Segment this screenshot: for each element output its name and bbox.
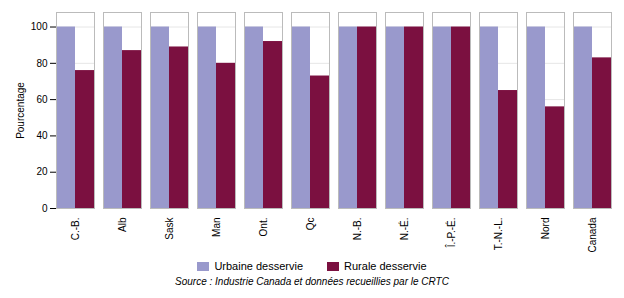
svg-text:T.-N.-L.: T.-N.-L. <box>493 218 504 251</box>
svg-text:40: 40 <box>36 130 48 141</box>
html-text:Urbaine desservie: Urbaine desservie <box>214 260 303 272</box>
svg-text:60: 60 <box>36 94 48 105</box>
svg-text:Pourcentage: Pourcentage <box>15 82 26 139</box>
svg-text:Alb: Alb <box>117 217 128 232</box>
svg-text:C.-B.: C.-B. <box>70 218 81 241</box>
svg-text:Ont.: Ont. <box>258 218 269 237</box>
svg-text:Î.-P.-É.: Î.-P.-É. <box>445 218 457 249</box>
svg-text:20: 20 <box>36 166 48 177</box>
svg-text:N.-B.: N.-B. <box>352 218 363 241</box>
svg-text:Canada: Canada <box>587 217 598 252</box>
svg-text:N.-É.: N.-É. <box>398 218 410 241</box>
html-text:Source : Industrie Canada et d: Source : Industrie Canada et données rec… <box>175 276 449 287</box>
svg-text:100: 100 <box>31 21 48 32</box>
html-text:Rurale desservie: Rurale desservie <box>344 260 427 272</box>
svg-text:Qc: Qc <box>305 218 316 231</box>
svg-text:0: 0 <box>42 203 48 214</box>
svg-text:80: 80 <box>36 58 48 69</box>
svg-text:Man: Man <box>211 218 222 237</box>
svg-text:Sask: Sask <box>164 217 175 240</box>
svg-text:Nord: Nord <box>540 218 551 240</box>
